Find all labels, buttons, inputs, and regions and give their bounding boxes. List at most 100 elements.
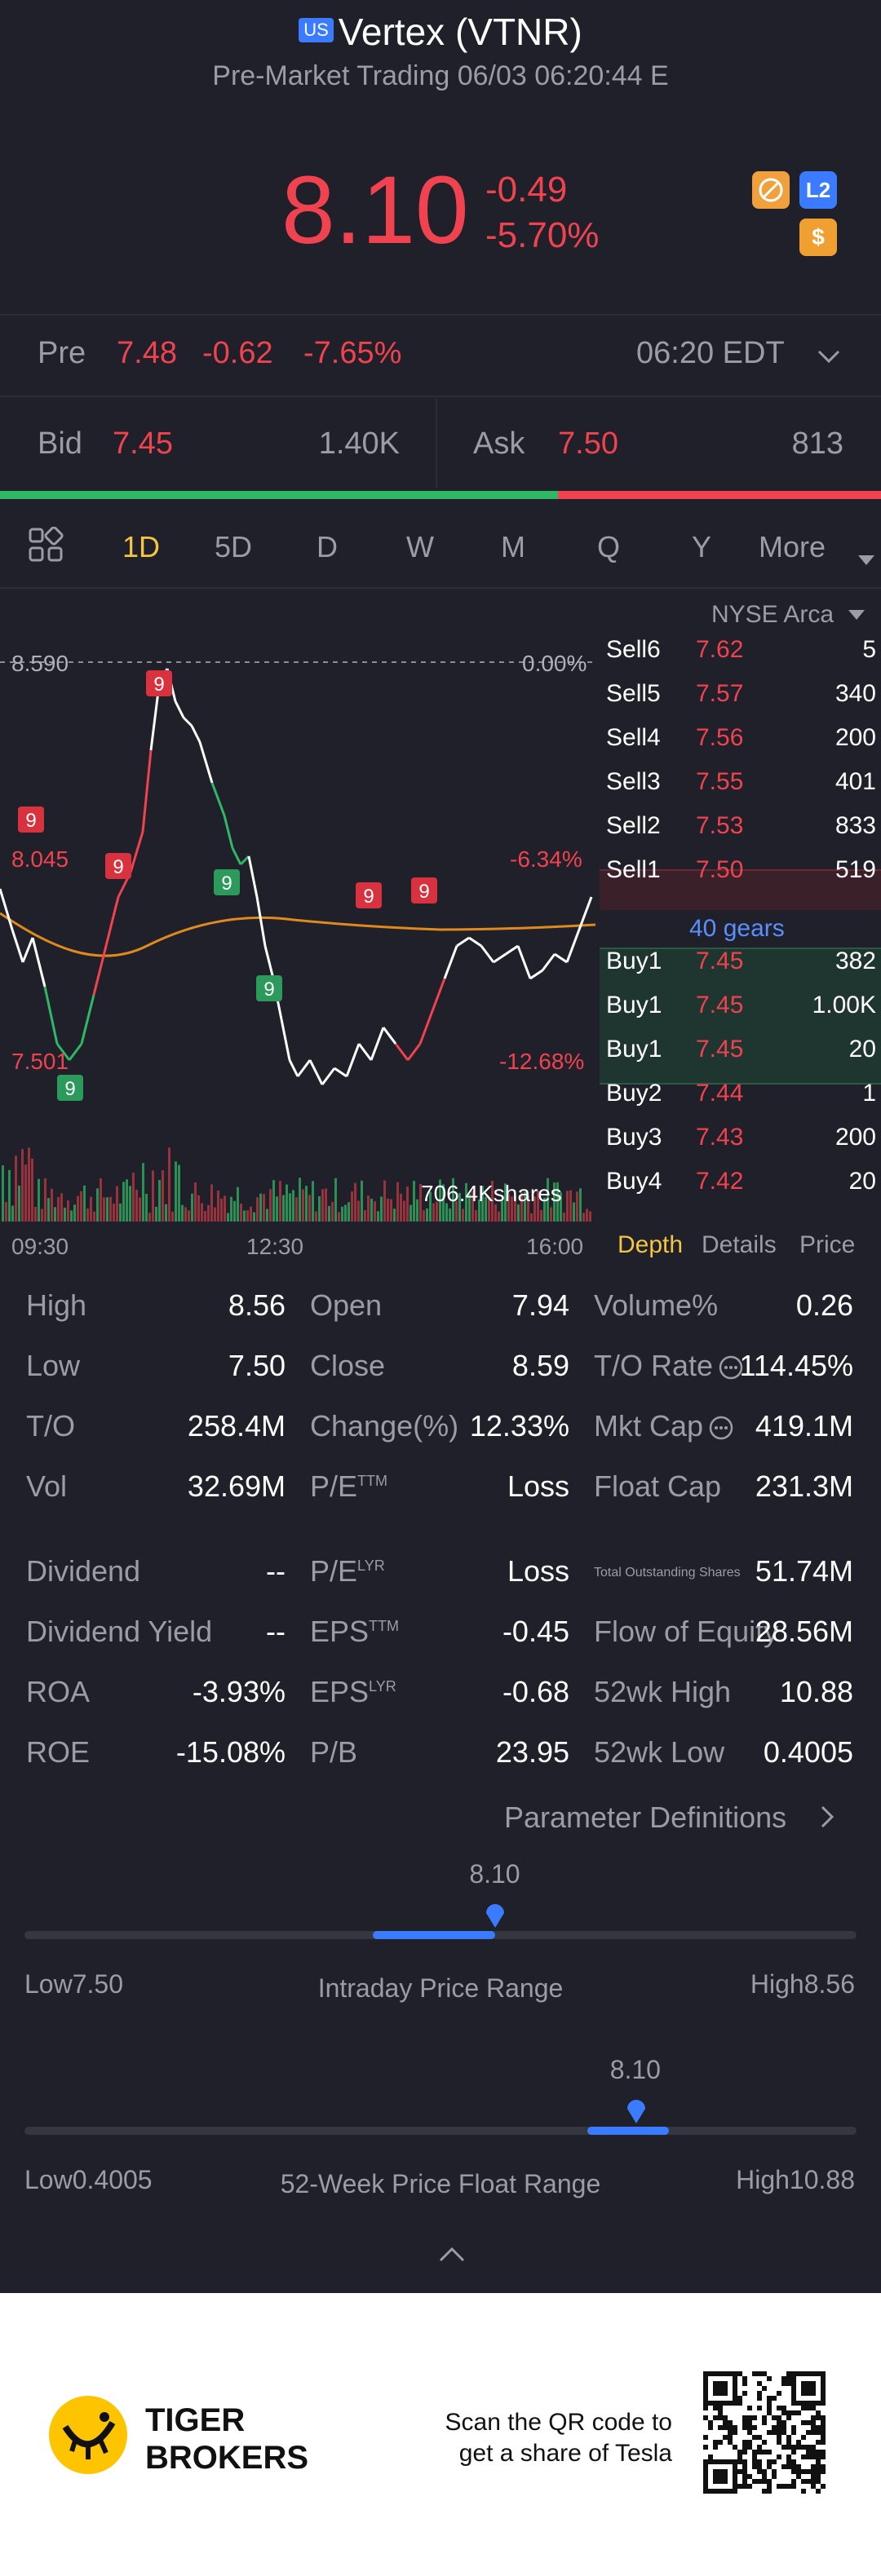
price-segment <box>198 741 214 784</box>
ob-price: 7.42 <box>696 1168 744 1195</box>
qr-module <box>801 2381 816 2396</box>
order-book-row: Buy3 7.43 200 <box>600 1114 881 1158</box>
qr-module <box>772 2415 777 2420</box>
qr-module <box>791 2425 796 2430</box>
qr-module <box>742 2479 747 2484</box>
qr-module <box>781 2484 786 2489</box>
qr-module <box>747 2484 752 2489</box>
parameter-definitions-link[interactable]: Parameter Definitions <box>504 1801 787 1834</box>
gears-count[interactable]: 40 gears <box>689 915 785 942</box>
dollar-icon[interactable]: $ <box>799 219 837 256</box>
qr-module <box>816 2415 821 2420</box>
qr-module <box>737 2469 742 2474</box>
pre-market-row[interactable]: Pre 7.48 -0.62 -7.65% 06:20 EDT <box>0 318 881 395</box>
volume-bar <box>556 1182 559 1222</box>
tiger-logo-icon <box>47 2394 129 2480</box>
qr-module <box>796 2440 801 2445</box>
volume-bar <box>113 1204 115 1222</box>
price-segment <box>529 969 543 980</box>
tab-depth[interactable]: Depth <box>618 1231 684 1258</box>
qr-module <box>806 2479 811 2484</box>
chevron-right-icon[interactable] <box>817 1804 837 1834</box>
qr-module <box>713 2445 718 2450</box>
volume-bar <box>237 1186 239 1222</box>
no-trade-icon[interactable] <box>752 171 790 209</box>
tab-w[interactable]: W <box>406 530 434 563</box>
signal-markers: 9 9 9 9 9 9 9 9 <box>18 670 437 1101</box>
stat-t-o: T/O 258.4M <box>26 1409 286 1443</box>
volume-bar <box>560 1192 562 1222</box>
qr-module <box>703 2415 708 2420</box>
qr-module <box>816 2474 821 2479</box>
qr-module <box>742 2474 747 2479</box>
volume-bar <box>116 1186 118 1222</box>
ob-price: 7.55 <box>696 768 744 795</box>
qr-module <box>762 2371 767 2376</box>
tab-d[interactable]: D <box>317 530 338 563</box>
volume-bar <box>586 1208 588 1222</box>
volume-bar <box>11 1205 14 1222</box>
stat-p-e: P/ELYR Loss <box>310 1554 569 1588</box>
qr-module <box>757 2479 762 2484</box>
layout-grid-icon[interactable] <box>28 526 64 570</box>
tab-y[interactable]: Y <box>692 530 712 563</box>
tab-price[interactable]: Price <box>799 1231 856 1258</box>
volume-bar <box>139 1197 141 1222</box>
qr-module <box>821 2415 826 2420</box>
price-segment <box>231 847 242 865</box>
tab-details[interactable]: Details <box>702 1231 777 1258</box>
qr-code-icon[interactable] <box>703 2371 826 2498</box>
volume-bar <box>540 1210 542 1222</box>
chevron-up-icon[interactable] <box>437 2244 467 2268</box>
volume-bar <box>481 1186 484 1222</box>
exchange-name[interactable]: NYSE Arca <box>711 601 835 628</box>
caret-down-icon[interactable] <box>848 610 865 625</box>
bid-strength-bar <box>0 491 558 499</box>
qr-module <box>752 2415 757 2420</box>
volume-bar <box>458 1192 461 1222</box>
volume-bar <box>361 1180 363 1222</box>
info-icon[interactable] <box>718 1349 744 1382</box>
ob-size: 382 <box>835 948 876 974</box>
tab-q[interactable]: Q <box>597 530 621 563</box>
qr-module <box>781 2464 786 2469</box>
info-icon[interactable] <box>708 1409 734 1443</box>
tab-1d[interactable]: 1D <box>122 530 161 563</box>
qr-module <box>752 2479 757 2484</box>
volume-bar <box>468 1194 471 1222</box>
ob-size: 20 <box>848 1168 876 1195</box>
tab-5d[interactable]: 5D <box>215 530 253 563</box>
qr-module <box>781 2376 786 2381</box>
qr-module <box>772 2396 777 2401</box>
chevron-down-icon[interactable] <box>816 339 842 374</box>
volume-bar <box>93 1211 95 1222</box>
volume-bar <box>106 1197 108 1222</box>
ob-side: Sell1 <box>606 856 661 883</box>
volume-bar <box>217 1190 219 1222</box>
caret-down-icon[interactable] <box>858 540 874 574</box>
volume-bar <box>2 1165 4 1222</box>
volume-bar <box>67 1200 69 1222</box>
qr-module <box>781 2425 786 2430</box>
qr-module <box>786 2371 791 2376</box>
volume-bar <box>292 1190 294 1222</box>
volume-bar <box>439 1179 441 1222</box>
tab-more[interactable]: More <box>759 530 826 563</box>
level2-icon[interactable]: L2 <box>799 171 837 209</box>
price-segment <box>31 937 46 988</box>
qr-module <box>791 2445 796 2450</box>
volume-bar <box>184 1207 187 1222</box>
qr-module <box>723 2425 728 2430</box>
price-segment <box>104 896 120 947</box>
intraday-current: 8.10 <box>469 1859 520 1889</box>
ob-side: Sell4 <box>606 724 661 751</box>
qr-module <box>767 2430 772 2435</box>
volume-bar <box>334 1178 337 1222</box>
qr-module <box>737 2459 742 2464</box>
price-segment <box>443 945 458 979</box>
volume-bar <box>413 1181 415 1222</box>
volume-bar <box>315 1211 317 1222</box>
tab-m[interactable]: M <box>501 530 525 563</box>
qr-module <box>811 2450 816 2454</box>
